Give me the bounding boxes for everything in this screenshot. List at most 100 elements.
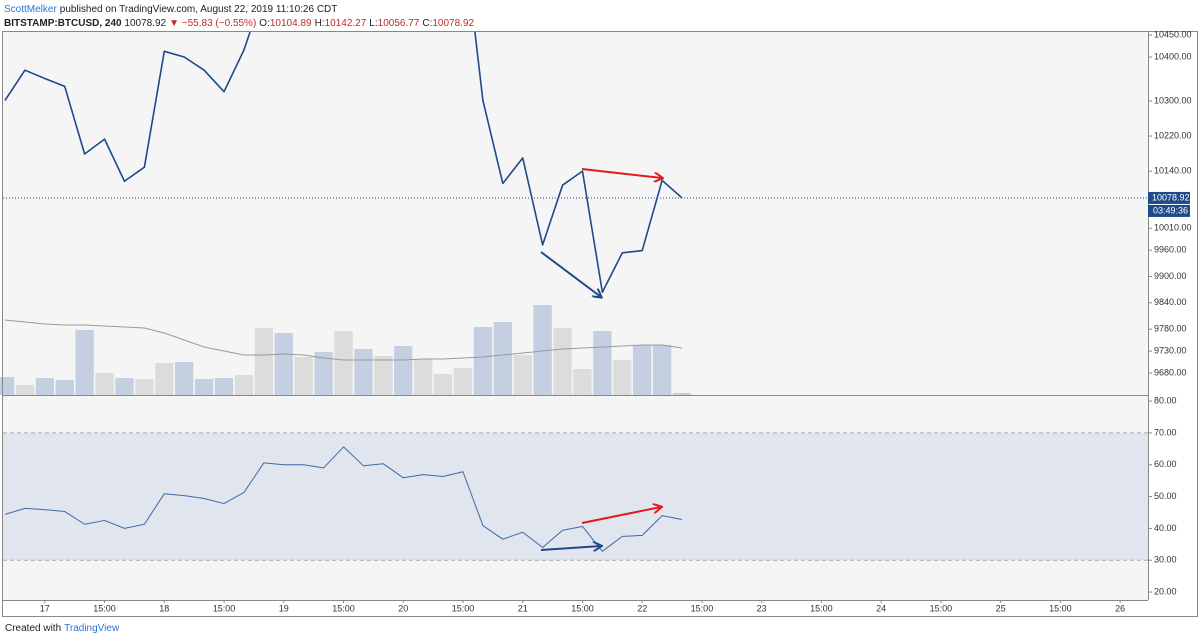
x-tick-label: 15:00 [332, 603, 355, 613]
y-tick-label: 9960.00 [1154, 245, 1187, 255]
x-tick-label: 15:00 [213, 603, 236, 613]
volume-bar [115, 378, 134, 395]
volume-bar [294, 357, 313, 395]
x-tick-label: 25 [996, 603, 1006, 613]
rsi-tick-label: 70.00 [1154, 427, 1177, 437]
y-tick-label: 10300.00 [1154, 95, 1192, 105]
x-tick-label: 20 [398, 603, 408, 613]
volume-bar [155, 363, 174, 395]
ohlc: O:10104.89 H:10142.27 L:10056.77 C:10078.92 [259, 18, 477, 29]
created-with: Created with [5, 623, 62, 634]
y-tick-label: 9680.00 [1154, 367, 1187, 377]
volume-ma [4, 319, 683, 361]
publish-line: ScottMelker published on TradingView.com,… [4, 3, 480, 17]
ohlc-v: 10056.77 [377, 18, 420, 29]
x-tick-label: 26 [1115, 603, 1125, 613]
x-tick-label: 15:00 [452, 603, 475, 613]
rsi-band [3, 432, 1148, 561]
symbol: BITSTAMP:BTCUSD, 240 [4, 18, 122, 29]
ohlc-k: C: [422, 18, 433, 29]
x-tick-label: 22 [637, 603, 647, 613]
ohlc-k: O: [259, 18, 270, 29]
volume-bar [274, 333, 293, 395]
ohlc-v: 10104.89 [269, 18, 312, 29]
volume-bar [613, 360, 632, 395]
y-tick-label: 9840.00 [1154, 297, 1187, 307]
volume-bar [194, 379, 214, 395]
x-tick-label: 23 [757, 603, 767, 613]
arrow-annotation [540, 251, 601, 297]
volume-bar [95, 373, 114, 395]
volume-bar [652, 345, 672, 395]
x-tick-label: 15:00 [810, 603, 833, 613]
y-tick-label: 10400.00 [1154, 51, 1192, 61]
volume-bar [553, 328, 572, 395]
y-tick-label: 10220.00 [1154, 130, 1192, 140]
volume-bar [473, 327, 493, 395]
volume-bar [453, 368, 473, 395]
rsi-tick-label: 30.00 [1154, 555, 1177, 565]
brand[interactable]: TradingView [64, 623, 120, 634]
y-tick-label: 10140.00 [1154, 166, 1192, 176]
x-tick-label: 19 [279, 603, 289, 613]
arrow-annotation [581, 168, 662, 178]
chart: 10078.92 03:49:36 10450.00 10400.00 10300.00… [0, 29, 1198, 617]
x-tick-label: 24 [876, 603, 886, 613]
rsi-line [4, 446, 683, 552]
x-tick-label: 15:00 [93, 603, 116, 613]
volume-bar [433, 374, 453, 395]
footer: Created with TradingView [5, 623, 119, 634]
ohlc-v: 10078.92 [432, 18, 475, 29]
x-tick-label: 15:00 [930, 603, 953, 613]
volume-bar [394, 346, 413, 395]
volume-bar [214, 378, 234, 395]
x-tick-label: 15:00 [571, 603, 594, 613]
arrow-annotation [540, 546, 601, 550]
volume-bar [75, 330, 94, 395]
volume-bar [254, 328, 274, 395]
frame [2, 31, 1198, 617]
symbol-line: BITSTAMP:BTCUSD, 240 10078.92 ▼ −55.83 (−… [4, 17, 480, 31]
volume-bar [573, 369, 592, 395]
volume-bar [493, 322, 512, 395]
header: ScottMelker published on TradingView.com,… [4, 3, 480, 31]
countdown: 03:49:36 [1153, 205, 1188, 215]
y-tick-label: 9730.00 [1154, 345, 1187, 355]
volume-bar [15, 385, 35, 395]
price-line [4, 32, 683, 294]
volume-bar [633, 345, 652, 395]
rsi-tick-label: 60.00 [1154, 459, 1177, 469]
volume-bar [374, 356, 393, 395]
rsi-tick-label: 40.00 [1154, 523, 1177, 533]
volume-bar [513, 355, 532, 395]
last-price-label: 10078.92 [1152, 192, 1190, 202]
volume-bar [55, 380, 74, 395]
volume-bar [414, 359, 433, 395]
volume-bar [672, 393, 692, 395]
volume-bar [314, 352, 333, 395]
x-tick-label: 17 [40, 603, 50, 613]
volume-bar [533, 305, 552, 395]
rsi-tick-label: 50.00 [1154, 491, 1177, 501]
volume-bar [175, 362, 194, 395]
arrow-annotation [581, 507, 661, 524]
volume-bar [234, 375, 254, 395]
y-tick-label: 10010.00 [1154, 223, 1192, 233]
rsi-tick-label: 20.00 [1154, 586, 1177, 596]
volume-bar [35, 378, 54, 395]
volume-bar [0, 377, 15, 395]
last-price-box [1148, 191, 1190, 204]
countdown-box [1148, 204, 1190, 217]
volume-bar [334, 331, 353, 395]
change: ▼ −55.83 (−0.55%) [169, 18, 257, 29]
x-tick-label: 15:00 [691, 603, 714, 613]
x-tick-label: 18 [159, 603, 169, 613]
author[interactable]: ScottMelker [4, 4, 57, 15]
last: 10078.92 [124, 18, 167, 29]
rsi-tick-label: 80.00 [1154, 395, 1177, 405]
published: published on TradingView.com, August 22,… [59, 4, 338, 15]
volume-bar [135, 379, 154, 395]
ohlc-k: L: [369, 18, 378, 29]
ohlc-v: 10142.27 [324, 18, 367, 29]
y-tick-label: 9780.00 [1154, 324, 1187, 334]
